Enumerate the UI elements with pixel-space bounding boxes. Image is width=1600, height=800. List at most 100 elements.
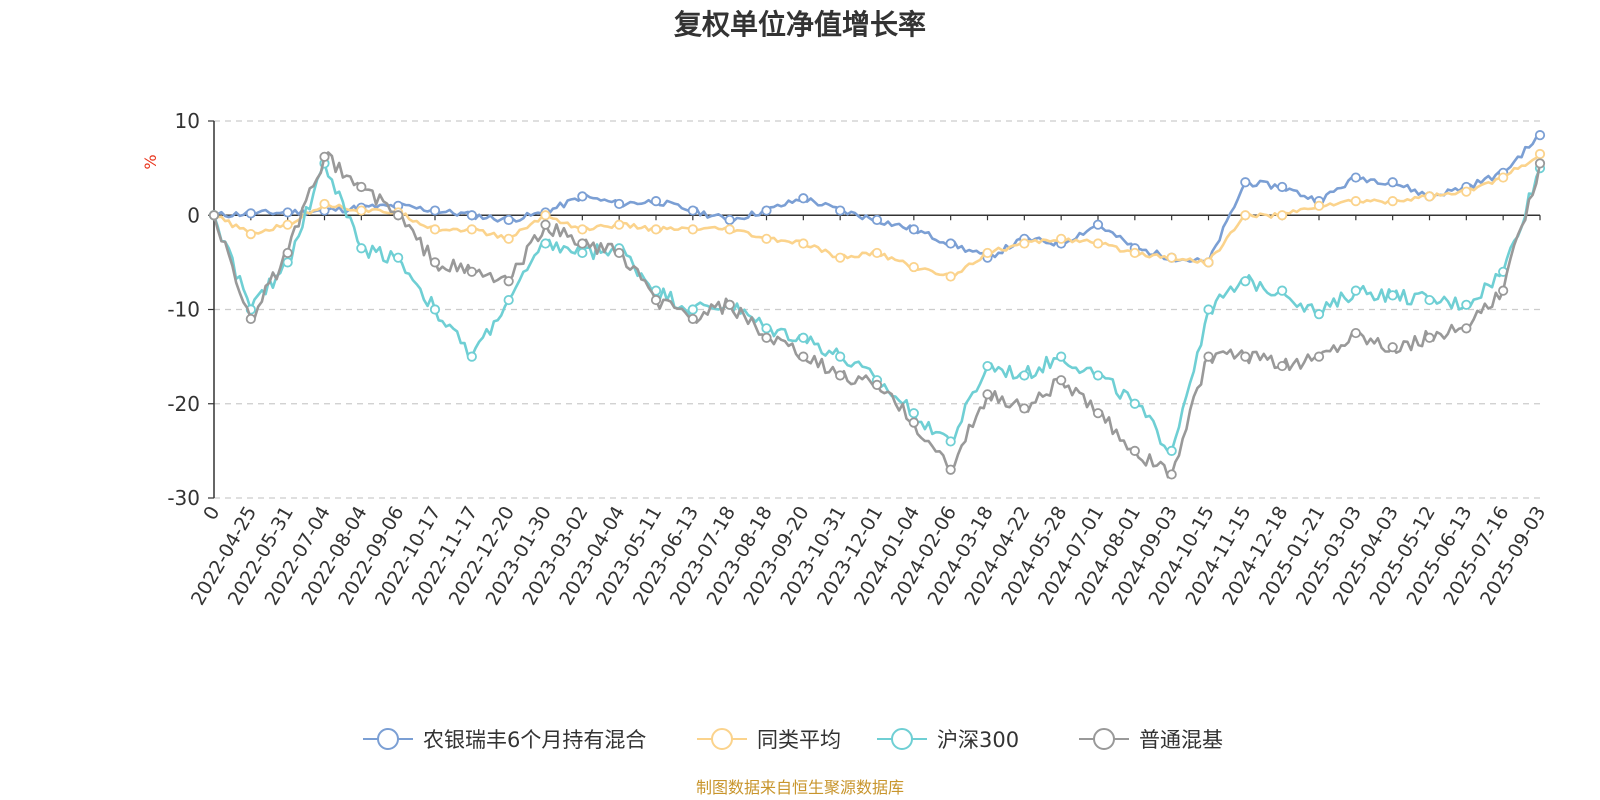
series-point bbox=[319, 151, 330, 162]
legend-label: 同类平均 bbox=[757, 728, 841, 752]
series-point bbox=[356, 243, 367, 254]
series-point bbox=[1277, 285, 1288, 296]
series-point bbox=[1019, 370, 1030, 381]
axes: 100-10-20-3002022-04-252022-05-312022-07… bbox=[167, 109, 1550, 609]
series-point bbox=[1387, 177, 1398, 188]
series-point bbox=[1240, 177, 1251, 188]
series-point bbox=[798, 351, 809, 362]
legend-item-2[interactable]: 同类平均 bbox=[697, 728, 841, 752]
series-point bbox=[871, 247, 883, 259]
series-point bbox=[687, 224, 698, 235]
series-point bbox=[282, 247, 293, 259]
series-point bbox=[393, 252, 404, 263]
series-point bbox=[761, 233, 772, 244]
legend-label: 农银瑞丰6个月持有混合 bbox=[423, 728, 646, 752]
data-source-footer: 制图数据来自恒生聚源数据库 bbox=[696, 778, 904, 797]
series-point bbox=[429, 224, 441, 235]
grid-lines bbox=[214, 120, 1540, 499]
x-tick-label: 0 bbox=[199, 503, 224, 524]
series-point bbox=[835, 351, 846, 362]
series-point bbox=[577, 247, 588, 259]
series-point bbox=[1461, 186, 1472, 197]
series-point bbox=[1203, 351, 1214, 362]
legend[interactable]: 农银瑞丰6个月持有混合 同类平均 沪深300 普通混基 bbox=[363, 728, 1223, 752]
series-2 bbox=[208, 148, 1546, 282]
series-point bbox=[466, 351, 477, 362]
series-point bbox=[1424, 332, 1435, 343]
series-point bbox=[1534, 130, 1546, 141]
legend-marker bbox=[1093, 728, 1115, 750]
series-point bbox=[1498, 172, 1509, 183]
series-point bbox=[393, 210, 404, 221]
series-point bbox=[245, 229, 256, 240]
series-point bbox=[503, 294, 514, 306]
series-lines bbox=[208, 130, 1546, 480]
series-point bbox=[1019, 238, 1030, 249]
series-point bbox=[945, 464, 956, 475]
y-axis-unit-label: % bbox=[141, 154, 160, 169]
series-point bbox=[650, 224, 662, 235]
series-point bbox=[614, 219, 625, 230]
series-point bbox=[945, 271, 956, 282]
series-point bbox=[282, 219, 293, 230]
series-point bbox=[982, 360, 993, 372]
series-point bbox=[798, 332, 809, 343]
series-point bbox=[245, 313, 256, 325]
series-point bbox=[503, 276, 514, 287]
series-point bbox=[356, 205, 367, 216]
series-point bbox=[1313, 200, 1325, 211]
series-point bbox=[1534, 148, 1546, 160]
legend-item-1[interactable]: 农银瑞丰6个月持有混合 bbox=[363, 728, 646, 752]
series-point bbox=[208, 210, 220, 221]
series-point bbox=[614, 198, 625, 210]
series-point bbox=[1350, 172, 1361, 183]
series-point bbox=[1203, 304, 1214, 315]
series-point bbox=[724, 224, 735, 235]
series-point bbox=[650, 196, 662, 207]
series-point bbox=[540, 238, 551, 249]
series-point bbox=[577, 238, 588, 249]
series-point bbox=[356, 181, 367, 193]
series-point bbox=[503, 233, 514, 244]
series-point bbox=[1129, 445, 1140, 456]
series-point bbox=[1350, 285, 1361, 296]
series-point bbox=[1387, 196, 1398, 207]
series-point bbox=[429, 304, 441, 315]
series-point bbox=[908, 417, 919, 428]
series-point bbox=[908, 224, 919, 235]
series-point bbox=[466, 266, 477, 277]
legend-item-4[interactable]: 普通混基 bbox=[1079, 728, 1223, 752]
legend-label: 沪深300 bbox=[937, 728, 1019, 752]
series-point bbox=[1129, 247, 1140, 259]
series-point bbox=[1277, 210, 1288, 221]
series-point bbox=[1056, 233, 1067, 244]
series-point bbox=[1240, 276, 1251, 287]
series-point bbox=[1534, 158, 1546, 169]
series-point bbox=[908, 408, 919, 419]
series-point bbox=[614, 247, 625, 259]
series-point bbox=[1166, 469, 1177, 480]
series-point bbox=[282, 207, 293, 218]
series-point bbox=[282, 257, 293, 268]
legend-item-3[interactable]: 沪深300 bbox=[877, 728, 1019, 752]
series-point bbox=[1424, 191, 1435, 202]
series-point bbox=[835, 205, 846, 216]
series-point bbox=[1019, 403, 1030, 414]
series-point bbox=[798, 193, 809, 204]
series-point bbox=[871, 214, 883, 226]
series-point bbox=[1313, 309, 1325, 320]
series-point bbox=[687, 313, 698, 325]
legend-label: 普通混基 bbox=[1139, 728, 1223, 752]
legend-marker bbox=[377, 728, 399, 750]
series-point bbox=[319, 198, 330, 210]
series-point bbox=[466, 224, 477, 235]
series-point bbox=[1498, 285, 1509, 296]
series-point bbox=[1056, 351, 1067, 362]
series-point bbox=[429, 257, 441, 268]
series-point bbox=[429, 205, 441, 216]
legend-marker bbox=[711, 728, 733, 750]
series-point bbox=[577, 191, 588, 202]
series-point bbox=[687, 304, 698, 315]
chart-title: 复权单位净值增长率 bbox=[674, 8, 926, 41]
